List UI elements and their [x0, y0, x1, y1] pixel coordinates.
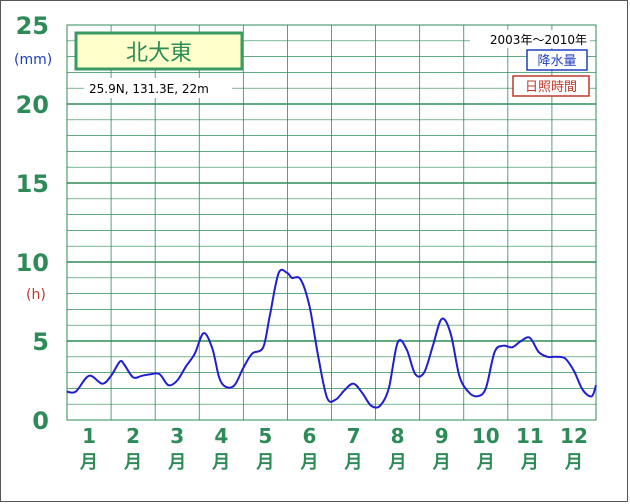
location-bg	[84, 78, 232, 98]
y-tick-label: 0	[32, 407, 49, 435]
period-text: 2003年〜2010年	[490, 33, 587, 47]
month-suffix-label: 月	[520, 452, 539, 473]
legend-sunshine-label: 日照時間	[525, 80, 577, 95]
y-tick-labels: 0 5 10 15 20 25	[16, 12, 49, 435]
y-tick-label: 15	[16, 170, 49, 198]
month-number-label: 12	[560, 424, 588, 448]
month-number-label: 5	[258, 424, 272, 448]
month-number-label: 11	[516, 424, 544, 448]
month-suffix-label: 月	[388, 452, 407, 473]
month-number-label: 9	[435, 424, 449, 448]
month-number-label: 3	[170, 424, 184, 448]
location-text: 25.9N, 131.3E, 22m	[89, 82, 209, 96]
y-tick-label: 25	[16, 12, 49, 40]
month-number-label: 6	[302, 424, 316, 448]
month-suffix-label: 月	[344, 452, 363, 473]
month-suffix-label: 月	[79, 452, 98, 473]
station-name: 北大東	[126, 41, 192, 66]
period-bg	[470, 30, 590, 48]
station-box	[74, 31, 244, 71]
y-unit-h: (h)	[26, 287, 46, 303]
month-number-label: 4	[214, 424, 228, 448]
month-number-label: 10	[472, 424, 500, 448]
month-number-label: 2	[126, 424, 140, 448]
month-suffix-label: 月	[211, 452, 230, 473]
month-labels: 1 月 2 月 3 月 4 月 5 月 6 月 7 月 8 月 9 月 10 月 11 月 12 月	[79, 424, 588, 473]
month-suffix-label: 月	[255, 452, 274, 473]
legend-precip-label: 降水量	[537, 54, 576, 69]
legend-precip-box	[526, 49, 588, 71]
month-suffix-label: 月	[167, 452, 186, 473]
month-number-label: 8	[391, 424, 405, 448]
y-tick-label: 5	[32, 328, 49, 356]
grid	[67, 25, 596, 420]
y-unit-mm: (mm)	[14, 52, 52, 68]
month-suffix-label: 月	[432, 452, 451, 473]
precipitation-line	[66, 268, 597, 409]
y-tick-label: 20	[16, 91, 49, 119]
month-suffix-label: 月	[564, 452, 583, 473]
month-suffix-label: 月	[123, 452, 142, 473]
month-number-label: 7	[347, 424, 361, 448]
legend-sunshine-box	[512, 75, 590, 97]
month-number-label: 1	[82, 424, 96, 448]
y-tick-label: 10	[16, 249, 49, 277]
month-suffix-label: 月	[299, 452, 318, 473]
month-suffix-label: 月	[476, 452, 495, 473]
